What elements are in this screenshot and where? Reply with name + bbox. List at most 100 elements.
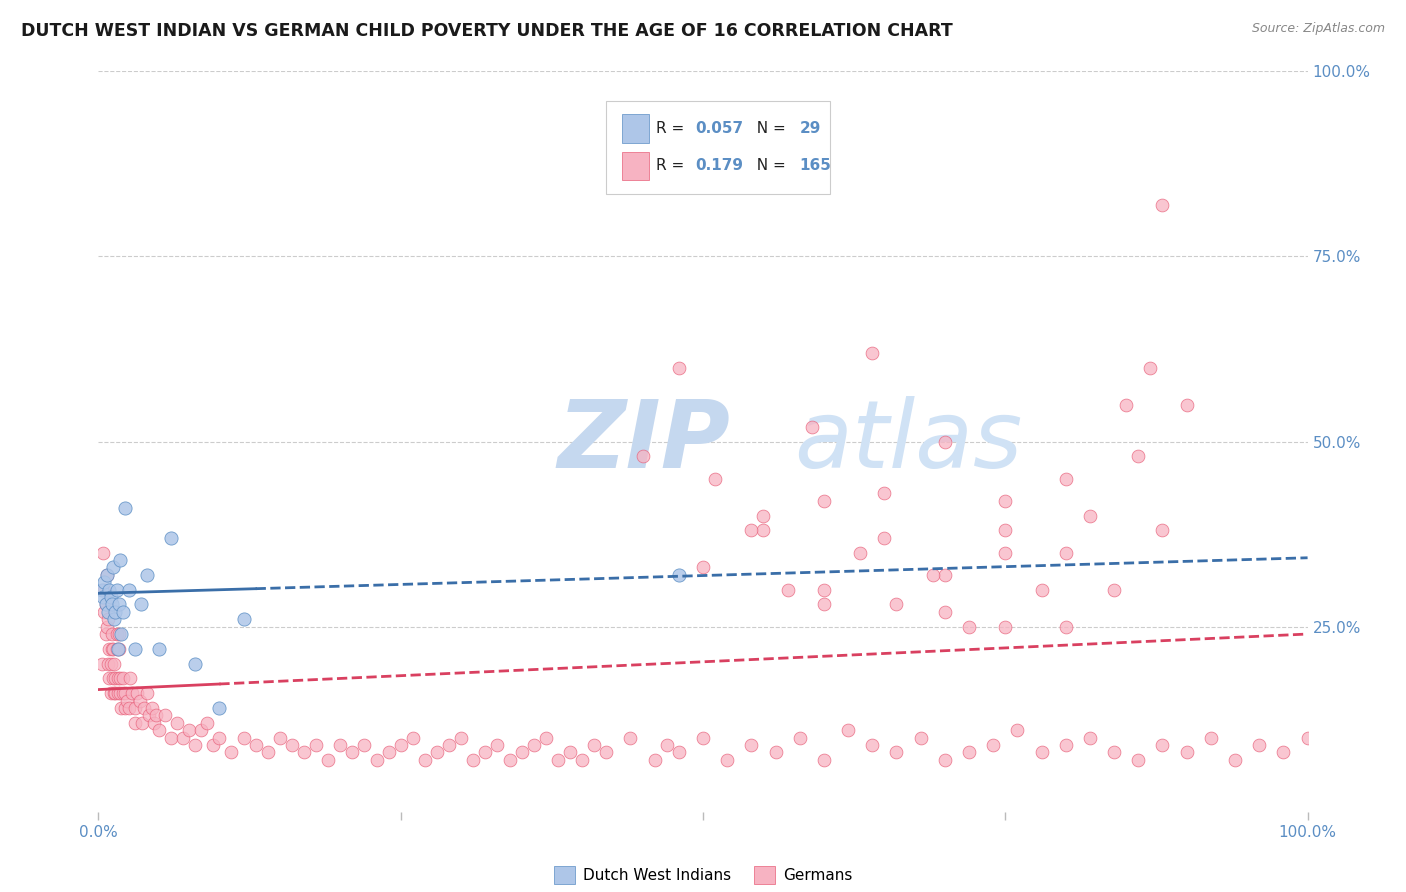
Text: 165: 165 — [800, 159, 831, 173]
Point — [91, 546, 114, 560]
Point — [134, 701, 156, 715]
Point — [100, 590, 122, 604]
Point — [377, 746, 399, 760]
Point — [121, 686, 143, 700]
Point — [94, 627, 117, 641]
Text: atlas: atlas — [793, 396, 1022, 487]
Point — [474, 746, 496, 760]
Point — [166, 715, 188, 730]
Point — [595, 746, 617, 760]
Point — [1054, 619, 1077, 633]
Point — [114, 501, 136, 516]
Point — [108, 627, 131, 641]
Point — [740, 738, 762, 752]
Point — [873, 531, 896, 545]
Point — [118, 582, 141, 597]
Point — [128, 694, 150, 708]
Point — [232, 612, 254, 626]
Point — [97, 612, 120, 626]
Point — [558, 746, 581, 760]
Point — [692, 560, 714, 574]
Point — [96, 567, 118, 582]
Point — [94, 598, 117, 612]
Point — [886, 598, 908, 612]
Point — [107, 686, 129, 700]
Point — [221, 746, 243, 760]
Point — [463, 753, 485, 767]
Point — [105, 627, 128, 641]
Point — [145, 708, 167, 723]
Point — [131, 715, 153, 730]
Point — [256, 746, 278, 760]
Point — [111, 605, 134, 619]
Text: N =: N = — [747, 121, 790, 136]
Point — [437, 738, 460, 752]
Point — [450, 731, 472, 745]
Point — [305, 738, 328, 752]
Point — [110, 627, 132, 641]
Point — [114, 701, 136, 715]
Point — [91, 590, 114, 604]
Point — [957, 746, 980, 760]
Point — [195, 715, 218, 730]
Point — [98, 672, 121, 686]
Point — [704, 471, 727, 485]
Point — [179, 723, 201, 738]
Point — [716, 753, 738, 767]
Point — [1078, 731, 1101, 745]
Point — [184, 657, 207, 671]
Point — [692, 731, 714, 745]
Point — [873, 486, 896, 500]
Point — [135, 567, 157, 582]
Point — [389, 738, 412, 752]
Point — [108, 672, 131, 686]
Point — [96, 567, 118, 582]
Point — [1152, 524, 1174, 538]
Point — [1175, 398, 1198, 412]
Point — [153, 708, 176, 723]
Point — [994, 546, 1017, 560]
Point — [93, 605, 115, 619]
Point — [100, 641, 122, 656]
Point — [101, 641, 124, 656]
Point — [202, 738, 225, 752]
Point — [104, 686, 127, 700]
Point — [668, 567, 690, 582]
Point — [486, 738, 509, 752]
Point — [103, 686, 125, 700]
Point — [172, 731, 194, 745]
Point — [813, 598, 835, 612]
Point — [100, 598, 122, 612]
Point — [124, 641, 146, 656]
Point — [101, 672, 124, 686]
Point — [108, 598, 131, 612]
Point — [1152, 197, 1174, 211]
Point — [118, 701, 141, 715]
Point — [934, 567, 956, 582]
Point — [426, 746, 449, 760]
Point — [104, 672, 127, 686]
Point — [208, 701, 231, 715]
Point — [138, 708, 160, 723]
Point — [93, 582, 115, 597]
Point — [934, 605, 956, 619]
Point — [1139, 360, 1161, 375]
Point — [402, 731, 425, 745]
Point — [752, 524, 775, 538]
Point — [111, 686, 134, 700]
Point — [413, 753, 436, 767]
Point — [619, 731, 641, 745]
Point — [141, 701, 163, 715]
Text: R =: R = — [655, 121, 689, 136]
Legend: Dutch West Indians, Germans: Dutch West Indians, Germans — [548, 860, 858, 890]
Point — [1054, 738, 1077, 752]
Point — [329, 738, 352, 752]
Point — [135, 686, 157, 700]
Point — [103, 657, 125, 671]
Point — [1175, 746, 1198, 760]
Point — [190, 723, 212, 738]
Point — [97, 605, 120, 619]
Point — [91, 657, 114, 671]
Point — [1115, 398, 1137, 412]
Point — [124, 701, 146, 715]
